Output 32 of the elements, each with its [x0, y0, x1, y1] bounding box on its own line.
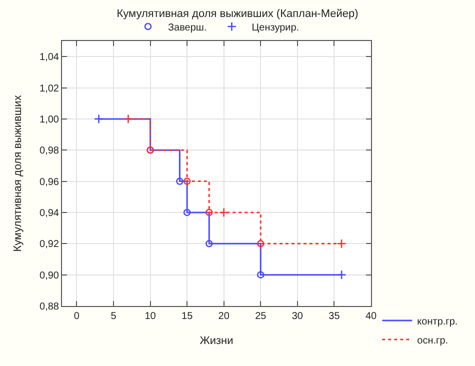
point	[176, 178, 184, 185]
y-tick-label: 1,04	[40, 52, 60, 64]
y-tick-label: 0,94	[40, 208, 60, 219]
x-tick-label: 35	[328, 311, 340, 322]
y-tick-label: 0,98	[40, 146, 60, 157]
y-tick-label: 0,88	[40, 302, 60, 312]
x-tick-label: 30	[292, 311, 304, 322]
x-tick-label: 10	[144, 311, 156, 322]
point	[219, 208, 229, 218]
y-tick-label: 0,90	[40, 270, 60, 282]
legend-label: контр.гр.	[417, 316, 458, 328]
y-tick-label: 0,96	[40, 176, 60, 188]
x-tick-label: 40	[365, 311, 377, 322]
x-axis-title: Жизни	[200, 335, 234, 348]
legend-label: осн.гр.	[417, 335, 448, 346]
point	[183, 208, 191, 216]
x-tick-label: 20	[218, 311, 230, 322]
x-tick-label: 25	[255, 311, 267, 322]
x-tick-label: 15	[182, 311, 194, 322]
y-tick-label: 1,00	[40, 114, 60, 126]
legend-label: Заверш.	[168, 22, 207, 34]
y-axis-title: Кумулятивная доля выживших	[12, 94, 24, 252]
point	[205, 240, 213, 248]
point	[256, 271, 264, 278]
chart-title: Кумулятивная доля выживших (Каплан-Мейер)	[116, 8, 358, 20]
y-tick-label: 0,92	[40, 239, 60, 250]
x-tick-label: 5	[110, 311, 117, 322]
point	[336, 238, 346, 248]
legend-label: Цензурир.	[252, 22, 300, 34]
y-tick-label: 1,02	[40, 83, 60, 94]
x-tick-label: 0	[74, 311, 80, 322]
point	[123, 114, 134, 124]
